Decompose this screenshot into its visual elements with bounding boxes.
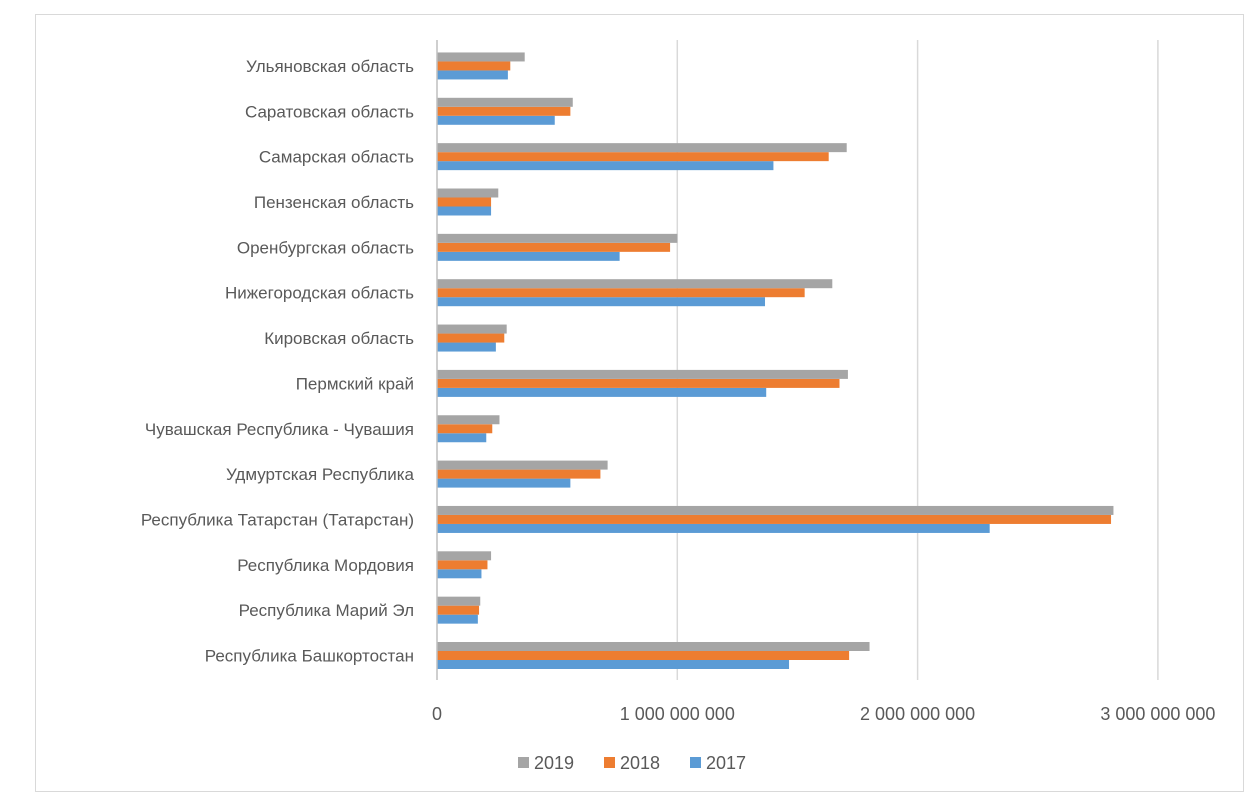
bar-2019-8 (437, 279, 833, 289)
bar-2018-0 (437, 651, 850, 660)
bar-2017-9 (437, 251, 620, 261)
bar-2017-5 (437, 433, 487, 443)
bar-series (437, 52, 1114, 669)
category-label-1: Республика Марий Эл (239, 601, 414, 620)
bar-2017-0 (437, 660, 790, 669)
category-label-2: Республика Мордовия (237, 556, 414, 575)
category-label-0: Республика Башкортостан (205, 647, 414, 666)
bar-2018-13 (437, 61, 511, 71)
category-label-12: Саратовская область (245, 102, 414, 121)
legend-swatch-2019 (518, 757, 529, 768)
bar-2018-9 (437, 242, 671, 252)
bar-2018-3 (437, 514, 1112, 524)
category-label-13: Ульяновская область (246, 57, 414, 76)
category-label-3: Республика Татарстан (Татарстан) (141, 510, 414, 529)
bar-2018-8 (437, 288, 805, 298)
bar-2018-7 (437, 333, 505, 343)
bar-2017-12 (437, 115, 555, 125)
bar-2019-5 (437, 415, 500, 425)
bar-2017-8 (437, 297, 766, 307)
bar-2019-9 (437, 233, 678, 243)
bar-2017-2 (437, 569, 482, 579)
category-label-9: Оренбургская область (237, 238, 414, 257)
legend-swatch-2018 (604, 757, 615, 768)
bar-2017-10 (437, 206, 492, 216)
bar-2019-11 (437, 143, 847, 153)
category-labels: Республика Башкортостан Республика Марий … (141, 57, 415, 666)
category-label-7: Кировская область (264, 329, 414, 348)
bar-2019-7 (437, 324, 507, 334)
legend-label-2017: 2017 (706, 753, 746, 773)
x-tick-label-3: 3 000 000 000 (1100, 704, 1215, 724)
bar-2019-10 (437, 188, 499, 198)
legend-label-2018: 2018 (620, 753, 660, 773)
bar-2019-1 (437, 596, 481, 606)
legend: 2019 2018 2017 (518, 753, 746, 773)
bar-2017-6 (437, 387, 767, 397)
bar-2017-11 (437, 161, 774, 171)
x-tick-label-1: 1 000 000 000 (620, 704, 735, 724)
bar-2019-13 (437, 52, 525, 62)
bar-2017-7 (437, 342, 496, 352)
legend-swatch-2017 (690, 757, 701, 768)
bar-2017-3 (437, 523, 990, 533)
bar-2017-4 (437, 478, 571, 488)
bar-2019-12 (437, 97, 573, 107)
bar-2018-2 (437, 560, 488, 570)
bar-2017-13 (437, 70, 508, 80)
bar-2018-11 (437, 152, 829, 162)
bar-2018-5 (437, 424, 493, 434)
category-label-10: Пензенская область (254, 193, 414, 212)
bar-2019-6 (437, 369, 848, 379)
x-tick-label-2: 2 000 000 000 (860, 704, 975, 724)
bar-2019-0 (437, 642, 870, 651)
category-label-11: Самарская область (259, 148, 414, 167)
bar-2018-4 (437, 469, 601, 479)
bar-2018-6 (437, 378, 840, 388)
gridlines (676, 40, 1159, 680)
bar-2018-12 (437, 106, 571, 116)
bar-2019-2 (437, 551, 492, 561)
category-label-4: Удмуртская Республика (226, 465, 415, 484)
x-tick-label-0: 0 (432, 704, 442, 724)
bar-2018-1 (437, 605, 480, 615)
bar-2019-3 (437, 505, 1114, 515)
category-label-6: Пермский край (296, 374, 414, 393)
bar-2018-10 (437, 197, 492, 207)
category-label-8: Нижегородская область (225, 284, 414, 303)
category-label-5: Чувашская Республика - Чувашия (145, 420, 414, 439)
bar-2017-1 (437, 614, 478, 624)
bar-2019-4 (437, 460, 608, 470)
x-tick-labels: 0 1 000 000 000 2 000 000 000 3 000 000 000 (432, 704, 1215, 724)
legend-label-2019: 2019 (534, 753, 574, 773)
